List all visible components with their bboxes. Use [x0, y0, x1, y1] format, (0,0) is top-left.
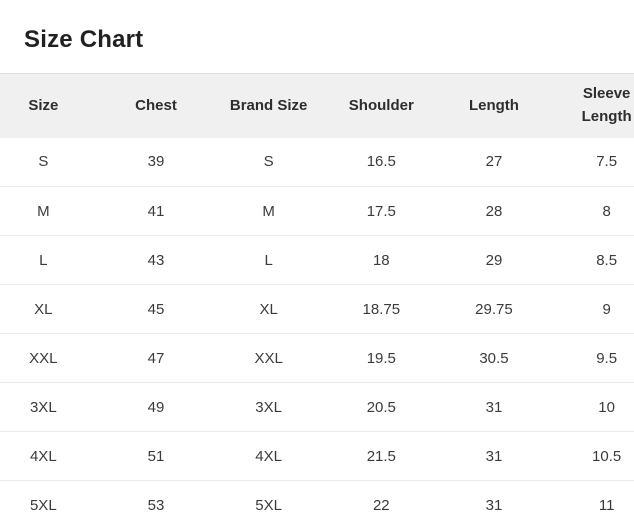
table-cell: XL — [0, 284, 100, 334]
table-cell: 10.5 — [550, 431, 634, 481]
table-row: L 43 L 18 29 8.5 — [0, 235, 634, 285]
table-cell: S — [0, 137, 100, 187]
table-cell: 19.5 — [324, 333, 438, 383]
table-row: 4XL 51 4XL 21.5 31 10.5 — [0, 431, 634, 481]
table-cell: 18.75 — [324, 284, 438, 334]
table-cell: 3XL — [212, 382, 325, 432]
table-cell: 3XL — [0, 382, 100, 432]
table-row: M 41 M 17.5 28 8 — [0, 186, 634, 236]
table-cell: 31 — [437, 382, 551, 432]
table-body: S 39 S 16.5 27 7.5 M 41 M 17.5 28 8 L 43 L 18 29 8.5 XL 45 X… — [0, 137, 634, 529]
table-cell: 10 — [550, 382, 634, 432]
table-cell: L — [0, 235, 100, 285]
table-cell: 29 — [437, 235, 551, 285]
table-row: S 39 S 16.5 27 7.5 — [0, 137, 634, 187]
table-cell: 11 — [550, 480, 634, 529]
table-cell: 51 — [99, 431, 213, 481]
table-row: XXL 47 XXL 19.5 30.5 9.5 — [0, 333, 634, 383]
table-cell: 7.5 — [550, 137, 634, 187]
table-cell: 41 — [99, 186, 213, 236]
table-cell: 47 — [99, 333, 213, 383]
table-cell: 9.5 — [550, 333, 634, 383]
column-header-sleeve-length: Sleeve Length — [550, 73, 634, 138]
table-cell: 17.5 — [324, 186, 438, 236]
table-cell: 43 — [99, 235, 213, 285]
table-cell: 20.5 — [324, 382, 438, 432]
table-cell: 31 — [437, 480, 551, 529]
table-cell: 16.5 — [324, 137, 438, 187]
table-cell: 39 — [99, 137, 213, 187]
size-chart-table: Size Chest Brand Size Shoulder Length Sleeve … — [0, 73, 634, 529]
size-table-scroll-container[interactable]: Size Chest Brand Size Shoulder Length Sleeve … — [0, 73, 634, 529]
table-cell: XXL — [0, 333, 100, 383]
table-cell: 22 — [324, 480, 438, 529]
column-header-shoulder: Shoulder — [324, 73, 438, 138]
table-cell: S — [212, 137, 325, 187]
table-cell: M — [0, 186, 100, 236]
table-cell: XXL — [212, 333, 325, 383]
table-cell: 21.5 — [324, 431, 438, 481]
table-row: 3XL 49 3XL 20.5 31 10 — [0, 382, 634, 432]
table-cell: 30.5 — [437, 333, 551, 383]
table-header: Size Chest Brand Size Shoulder Length Sleeve … — [0, 73, 634, 138]
table-cell: 18 — [324, 235, 438, 285]
table-header-row: Size Chest Brand Size Shoulder Length Sleeve … — [0, 73, 634, 138]
table-cell: 53 — [99, 480, 213, 529]
table-cell: XL — [212, 284, 325, 334]
column-header-chest: Chest — [99, 73, 213, 138]
table-cell: 5XL — [212, 480, 325, 529]
table-cell: 4XL — [0, 431, 100, 481]
table-cell: 8.5 — [550, 235, 634, 285]
table-cell: 5XL — [0, 480, 100, 529]
page-title: Size Chart — [24, 26, 144, 53]
column-header-brand-size: Brand Size — [212, 73, 325, 138]
table-cell: 8 — [550, 186, 634, 236]
table-cell: 9 — [550, 284, 634, 334]
table-cell: 49 — [99, 382, 213, 432]
table-cell: 29.75 — [437, 284, 551, 334]
table-cell: 31 — [437, 431, 551, 481]
column-header-length: Length — [437, 73, 551, 138]
table-cell: 27 — [437, 137, 551, 187]
table-cell: L — [212, 235, 325, 285]
table-cell: 45 — [99, 284, 213, 334]
table-row: 5XL 53 5XL 22 31 11 — [0, 480, 634, 529]
column-header-size: Size — [0, 73, 100, 138]
table-cell: M — [212, 186, 325, 236]
table-cell: 4XL — [212, 431, 325, 481]
table-row: XL 45 XL 18.75 29.75 9 — [0, 284, 634, 334]
table-cell: 28 — [437, 186, 551, 236]
